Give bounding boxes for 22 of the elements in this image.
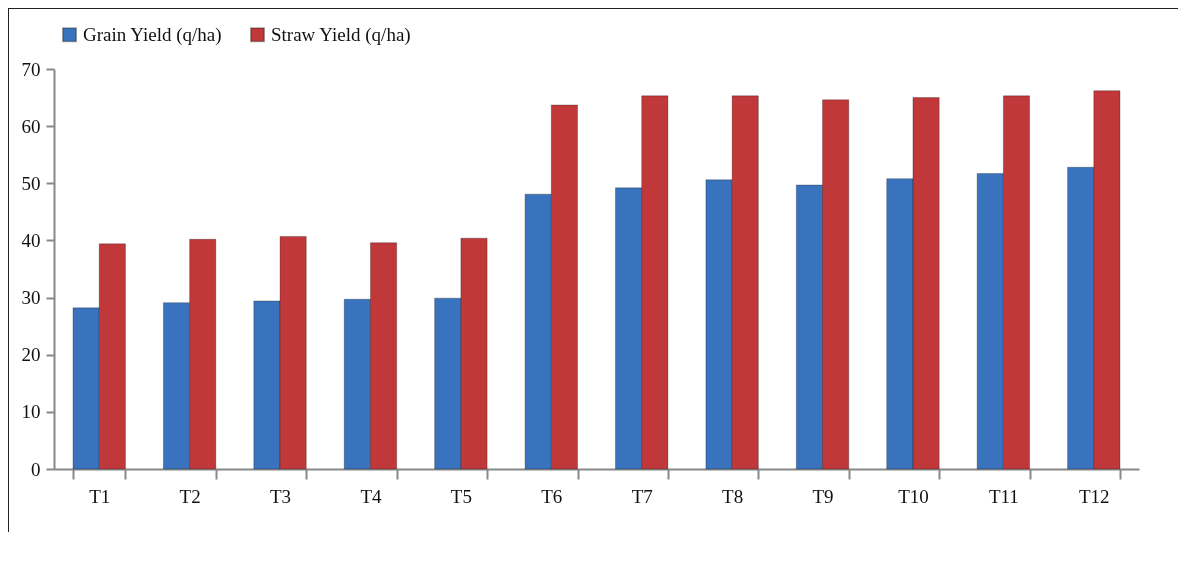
legend-label: Grain Yield (q/ha) [83, 23, 222, 46]
x-tick-label: T10 [898, 485, 929, 507]
x-tick-label: T8 [722, 485, 744, 507]
x-tick-label: T7 [631, 485, 653, 507]
x-tick-label: T4 [360, 485, 383, 507]
y-tick-label: 50 [21, 172, 41, 194]
x-tick-label: T2 [179, 485, 201, 507]
x-tick-label: T3 [269, 485, 292, 507]
legend-label: Straw Yield (q/ha) [271, 23, 411, 46]
y-tick-label: 20 [21, 344, 41, 366]
y-tick-label: 30 [21, 287, 41, 309]
x-tick-label: T12 [1078, 485, 1110, 507]
y-tick-label: 0 [31, 458, 41, 480]
x-tick-label: T5 [450, 485, 472, 507]
y-tick-label: 10 [21, 401, 41, 423]
y-tick-label: 60 [21, 115, 41, 137]
x-tick-label: T6 [541, 485, 563, 507]
x-tick-label: T11 [988, 485, 1019, 507]
x-tick-label: T9 [812, 485, 834, 507]
y-tick-label: 40 [21, 229, 41, 251]
y-tick-label: 70 [21, 58, 41, 80]
x-tick-label: T1 [89, 485, 111, 507]
